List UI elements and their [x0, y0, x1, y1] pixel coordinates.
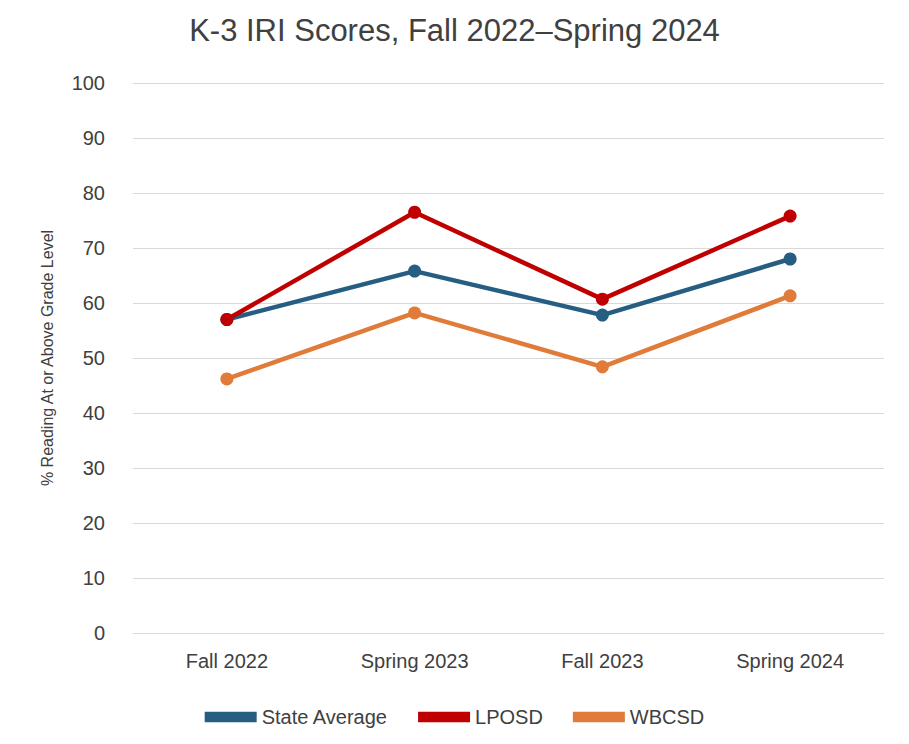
svg-text:Spring 2024: Spring 2024	[736, 650, 844, 672]
svg-text:30: 30	[83, 457, 105, 479]
svg-text:50: 50	[83, 347, 105, 369]
svg-text:70: 70	[83, 237, 105, 259]
svg-text:Fall 2023: Fall 2023	[561, 650, 643, 672]
svg-text:% Reading At or Above Grade Le: % Reading At or Above Grade Level	[39, 230, 56, 486]
svg-text:90: 90	[83, 127, 105, 149]
svg-text:State Average: State Average	[262, 706, 387, 728]
svg-text:LPOSD: LPOSD	[475, 706, 543, 728]
svg-text:0: 0	[94, 622, 105, 644]
svg-text:40: 40	[83, 402, 105, 424]
svg-text:WBCSD: WBCSD	[630, 706, 704, 728]
svg-text:Spring 2023: Spring 2023	[361, 650, 469, 672]
svg-text:20: 20	[83, 512, 105, 534]
svg-text:100: 100	[72, 72, 105, 94]
svg-text:60: 60	[83, 292, 105, 314]
svg-text:Fall 2022: Fall 2022	[186, 650, 268, 672]
svg-text:80: 80	[83, 182, 105, 204]
svg-text:10: 10	[83, 567, 105, 589]
svg-text:K-3 IRI Scores, Fall 2022–Spri: K-3 IRI Scores, Fall 2022–Spring 2024	[189, 13, 720, 48]
